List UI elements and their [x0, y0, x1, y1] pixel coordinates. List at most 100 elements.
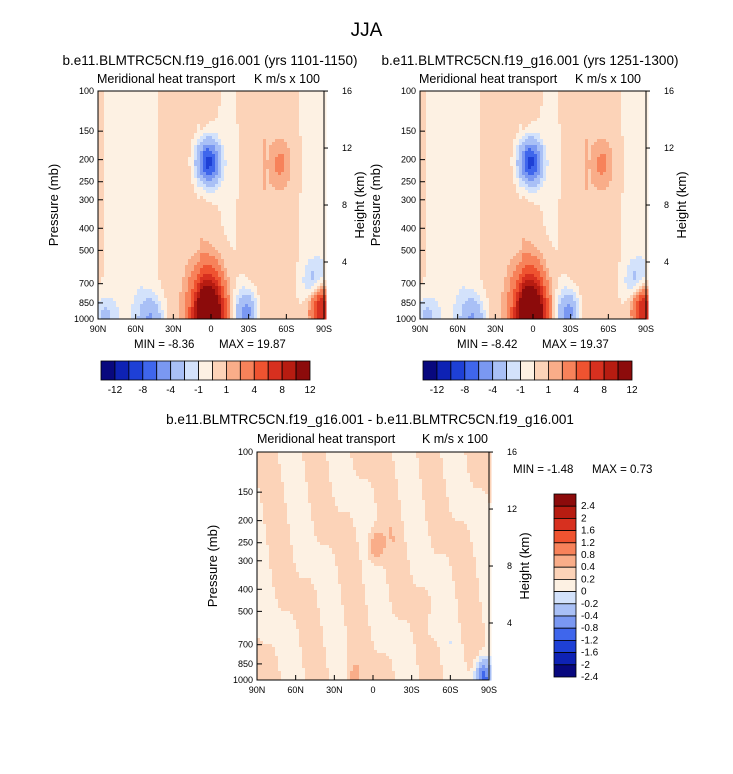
panel-1-xtick-label: 90S — [316, 324, 332, 334]
panel-1-ytick-label: 500 — [79, 245, 94, 255]
panel-2-ytick-label: 300 — [401, 195, 416, 205]
panel-2-xtick-label: 30N — [487, 324, 504, 334]
colorbar-box — [534, 360, 549, 381]
panel-2-max-label: MAX = 19.37 — [542, 339, 609, 351]
colorbar-box — [295, 360, 311, 381]
colorbar-box — [128, 360, 144, 381]
panel-3-colorbar-label: -0.2 — [581, 599, 599, 610]
colorbar-box — [553, 640, 577, 654]
colorbar-box — [170, 360, 186, 381]
panel-2-colorbar-label: -12 — [430, 385, 445, 396]
panel-2-ytick-label: 850 — [401, 298, 416, 308]
panel-1-ytick-label: 200 — [79, 155, 94, 165]
colorbar-box — [603, 360, 619, 381]
panel-3-ytick-label: 850 — [238, 659, 253, 669]
colorbar-box — [464, 360, 480, 381]
colorbar-box — [553, 627, 577, 641]
panel-3-xtick-label: 90S — [481, 685, 497, 695]
panel-2-xtick-label: 90N — [412, 324, 429, 334]
panel-3-ytick-label: 200 — [238, 516, 253, 526]
colorbar-box — [239, 360, 255, 381]
panel-1-colorbar-label: 1 — [224, 385, 230, 396]
colorbar-box — [589, 360, 605, 381]
panel-1-xtick-label: 30N — [165, 324, 182, 334]
panel-2-ytick-label: 250 — [401, 177, 416, 187]
panel-3-ytick-label: 500 — [238, 606, 253, 616]
panel-3-ytick-label: 150 — [238, 487, 253, 497]
colorbar-box — [561, 360, 577, 381]
panel-1-ytick-label: 250 — [79, 177, 94, 187]
panel-3-colorbar-label: 1.6 — [581, 526, 595, 537]
panel-1-colorbar-label: -12 — [108, 385, 123, 396]
panel-3-min-label: MIN = -1.48 — [513, 464, 574, 476]
panel-1-colorbar-label: -8 — [138, 385, 147, 396]
panel-3-ytick-label: 700 — [238, 640, 253, 650]
panel-1-xtick-label: 90N — [90, 324, 107, 334]
panel-3-xtick-label: 60S — [442, 685, 458, 695]
panel-2-ytick-label: 500 — [401, 245, 416, 255]
colorbar-box — [553, 591, 577, 605]
colorbar-box — [478, 360, 494, 381]
colorbar-box — [553, 579, 577, 593]
colorbar-box — [575, 360, 591, 381]
panel-3-xtick-label: 0 — [370, 685, 375, 695]
panel-2-ylabel: Pressure (mb) — [368, 164, 383, 246]
colorbar-box — [506, 360, 521, 381]
colorbar-box — [253, 360, 269, 381]
panel-2-colorbar-label: 12 — [626, 385, 638, 396]
panel-2-rtick-label: 12 — [664, 143, 674, 153]
panel-3-colorbar-label: -2 — [581, 660, 590, 671]
colorbar-box — [553, 505, 577, 519]
panel-1-ylabel-right: Height (km) — [352, 171, 367, 238]
panel-3-max-label: MAX = 0.73 — [592, 464, 653, 476]
panel-2-colorbar-label: 4 — [573, 385, 579, 396]
panel-1-colorbar-label: 4 — [251, 385, 257, 396]
colorbar-box — [142, 360, 158, 381]
panel-3-colorbar-label: 0.4 — [581, 562, 595, 573]
panel-3-ytick-label: 1000 — [233, 675, 253, 685]
panel-3-ylabel: Pressure (mb) — [205, 525, 220, 607]
panel-1-xtick-label: 60N — [127, 324, 144, 334]
panel-1-rtick-label: 8 — [342, 200, 347, 210]
panel-3-left-string: Meridional heat transport — [257, 432, 396, 446]
colorbar-box — [156, 360, 172, 381]
panel-2-colorbar-label: -8 — [460, 385, 469, 396]
panel-2-rtick-label: 4 — [664, 257, 669, 267]
panel-1-rtick-label: 12 — [342, 143, 352, 153]
colorbar-box — [553, 652, 577, 666]
panel-2-ylabel-right: Height (km) — [674, 171, 689, 238]
panel-1-max-label: MAX = 19.87 — [219, 339, 286, 351]
colorbar-box — [617, 360, 633, 381]
panel-2-title: b.e11.BLMTRC5CN.f19_g16.001 (yrs 1251-13… — [381, 53, 679, 68]
panel-1-ytick-label: 1000 — [74, 314, 94, 324]
panel-1-left-string: Meridional heat transport — [97, 72, 236, 86]
colorbar-box — [422, 360, 438, 381]
panel-1-colorbar — [100, 360, 311, 381]
colorbar-box — [553, 493, 577, 507]
panel-3-rtick-label: 4 — [507, 618, 512, 628]
panel-2-colorbar-label: -1 — [516, 385, 525, 396]
panel-2-left-string: Meridional heat transport — [419, 72, 558, 86]
panel-2-xtick-label: 60N — [449, 324, 466, 334]
panel-3-colorbar-label: 0.8 — [581, 550, 595, 561]
panel-3-rtick-label: 12 — [507, 504, 517, 514]
colorbar-box — [553, 566, 577, 580]
panel-2-right-string: K m/s x 100 — [575, 72, 641, 86]
panel-1-xtick-label: 0 — [208, 324, 213, 334]
panel-3-ytick-label: 100 — [238, 447, 253, 457]
panel-3-colorbar-label: -0.4 — [581, 611, 599, 622]
colorbar-box — [553, 554, 577, 568]
panel-1-ytick-label: 100 — [79, 86, 94, 96]
panel-3-colorbar-label: 2.4 — [581, 501, 595, 512]
panel-3-ylabel-right: Height (km) — [517, 532, 532, 599]
panel-1-ytick-label: 150 — [79, 126, 94, 136]
panel-3-colorbar-label: -0.8 — [581, 623, 599, 634]
colorbar-box — [100, 360, 116, 381]
colorbar-box — [553, 664, 577, 678]
panel-3-right-string: K m/s x 100 — [422, 432, 488, 446]
panel-3-xtick-label: 30S — [404, 685, 420, 695]
colorbar-box — [553, 518, 577, 532]
panel-3-xtick-label: 90N — [249, 685, 266, 695]
figure-title: JJA — [350, 20, 383, 41]
